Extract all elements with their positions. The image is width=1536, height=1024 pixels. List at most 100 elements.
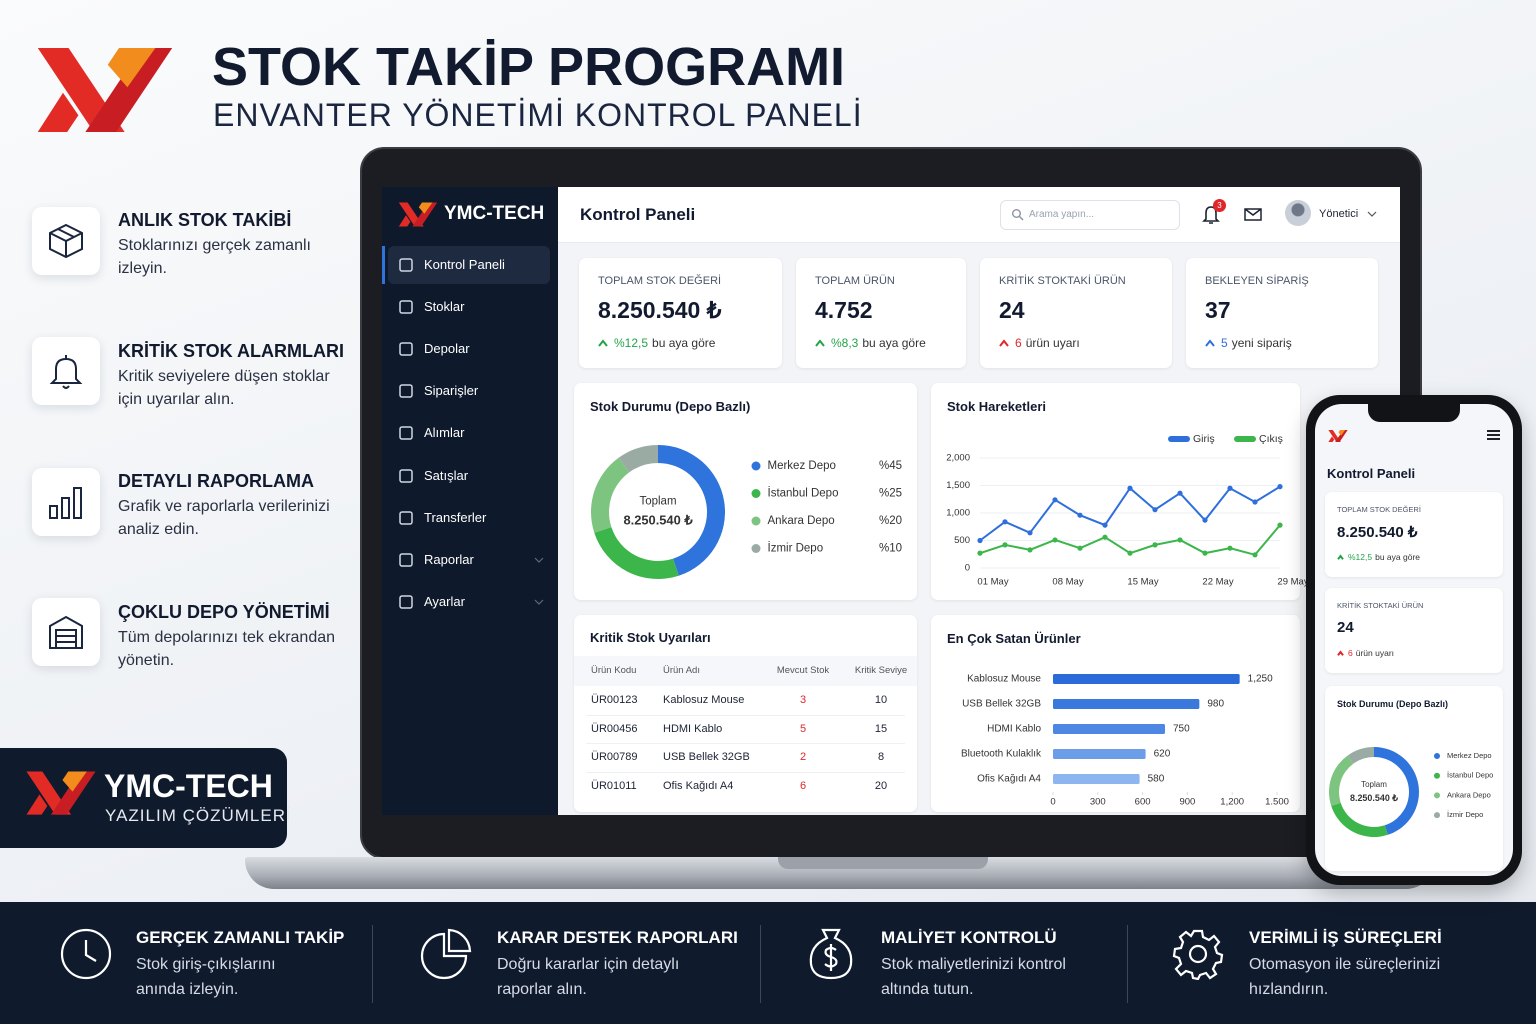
series-point — [977, 550, 983, 556]
benefit-text: raporlar alın. — [497, 981, 587, 998]
row-divider — [586, 772, 905, 774]
bar — [1053, 674, 1240, 684]
y-tick-label: 1,000 — [946, 508, 970, 519]
footer-band — [0, 902, 1536, 1024]
row-divider — [586, 714, 905, 716]
search-box[interactable] — [1000, 200, 1180, 230]
legend-dot — [1434, 753, 1440, 759]
phone-heading: Kontrol Paneli — [1327, 466, 1416, 481]
x-tick-label: 22 May — [1202, 577, 1233, 588]
arrow-icon — [1205, 339, 1215, 347]
menu-item[interactable]: Transferler — [424, 509, 487, 525]
box-icon — [49, 223, 83, 259]
feature-text: Stoklarınızı gerçek zamanlı — [118, 237, 311, 254]
category-label: Bluetooth Kulaklık — [961, 749, 1042, 760]
y-tick-label: 500 — [954, 535, 970, 546]
page-subtitle: ENVANTER YÖNETİMİ KONTROL PANELİ — [213, 97, 863, 133]
x-tick-label: 300 — [1090, 797, 1106, 808]
legend-label: İstanbul Depo — [768, 487, 839, 500]
bell-icon — [1202, 206, 1220, 224]
row-divider — [586, 743, 905, 745]
table-cell: 20 — [874, 780, 888, 793]
logo — [25, 770, 97, 816]
category-label: Ofis Kağıdı A4 — [977, 774, 1041, 785]
chart-title: Stok Hareketleri — [947, 399, 1046, 414]
series-point — [1152, 542, 1158, 548]
phone-notch — [1368, 404, 1460, 422]
kpi-change: %12,5 — [1348, 552, 1373, 562]
menu-item[interactable]: Kontrol Paneli — [424, 257, 505, 272]
chevron — [1367, 211, 1377, 217]
feature-text: analiz edin. — [118, 521, 199, 538]
series-point — [1252, 499, 1258, 505]
card: BEKLEYEN SİPARİŞ 37 5 yeni sipariş — [1186, 258, 1378, 368]
card: TOPLAM STOK DEĞERİ 8.250.540 ₺ %12,5 bu aya… — [1325, 492, 1503, 577]
menu-item[interactable]: Alımlar — [424, 425, 465, 441]
menu-icon-shape — [399, 595, 413, 609]
card: KRİTİK STOKTAKİ ÜRÜN 24 6 ürün uyarı — [980, 258, 1172, 368]
user-name[interactable]: Yönetici — [1319, 208, 1359, 220]
center-value: 8.250.540 ₺ — [623, 513, 693, 528]
benefit-text: anında izleyin. — [136, 981, 239, 998]
phone-screen: Kontrol Paneli TOPLAM STOK DEĞERİ 8.250.54… — [1315, 404, 1513, 876]
menu-item[interactable]: Siparişler — [424, 383, 479, 399]
kpi-change: 5 — [1221, 336, 1228, 350]
benefit-text: Doğru kararlar için detaylı — [497, 956, 680, 973]
series-point — [1277, 522, 1283, 528]
gear-icon — [1172, 929, 1224, 980]
kpi-change-row: %8,3 bu aya göre — [831, 336, 926, 350]
menu-icon — [399, 552, 413, 567]
menu-item[interactable]: Ayarlar — [424, 593, 465, 609]
menu-icon — [399, 468, 413, 483]
series-point — [1077, 512, 1083, 518]
menu-icon-shape — [399, 552, 413, 567]
card: En Çok Satan Ürünler 0 300 600 900 1,200 1.500… — [931, 615, 1300, 812]
kpi-note: ürün uyarı — [1355, 648, 1395, 658]
bell-icon — [49, 355, 83, 389]
feature-title: DETAYLI RAPORLAMA — [118, 471, 315, 491]
card: TOPLAM ÜRÜN 4.752 %8,3 bu aya göre — [796, 258, 966, 368]
table-cell: 2 — [799, 751, 807, 764]
series-point — [1277, 484, 1283, 490]
arrow — [1337, 650, 1344, 656]
chart-icon — [49, 487, 82, 519]
menu-item[interactable]: Depolar — [424, 341, 470, 357]
value-label: %25 — [879, 488, 902, 500]
app-brand: YMC-TECH — [444, 203, 545, 224]
table-cell: 10 — [874, 694, 888, 706]
table-cell: ÜR01011 — [591, 780, 637, 793]
series-point — [1027, 530, 1033, 536]
kpi-change: %12,5 — [614, 336, 649, 350]
phone-menu[interactable] — [1487, 430, 1500, 440]
benefit-title: GERÇEK ZAMANLI TAKİP — [136, 928, 345, 947]
donut-segment — [594, 527, 679, 579]
legend-label: Giriş — [1193, 433, 1215, 445]
arrow — [598, 339, 608, 347]
card: Stok Durumu (Depo Bazlı) Merkez Depo %45 İs… — [574, 383, 917, 600]
logo — [1328, 429, 1348, 443]
menu-icon-shape — [399, 510, 413, 525]
menu-icon-shape — [399, 342, 413, 356]
donut-segment — [591, 457, 630, 533]
menu-item[interactable]: Raporlar — [424, 551, 474, 567]
chart: Merkez Depo %45 İstanbul Depo %25 Ankara Dep… — [591, 445, 902, 579]
kpi-value: 8.250.540 ₺ — [1337, 524, 1418, 541]
kpi-change: %8,3 — [831, 336, 859, 350]
table-cell: 15 — [874, 722, 888, 735]
legend-label: Merkez Depo — [768, 460, 836, 472]
kpi-note: bu aya göre — [1375, 552, 1421, 562]
menu-item[interactable]: Stoklar — [424, 299, 465, 315]
category-label: HDMI Kablo — [987, 724, 1041, 735]
series-point — [1052, 497, 1058, 503]
card: Stok Hareketleri 0 500 1,000 1,500 2,000 01 Ma… — [931, 383, 1309, 600]
menu-active — [388, 246, 550, 284]
arrow — [1205, 339, 1215, 347]
value-label: %20 — [879, 515, 902, 527]
menu-item[interactable]: Satışlar — [424, 467, 469, 483]
handle — [1019, 216, 1024, 221]
menu-icon — [399, 595, 413, 609]
legend-dot — [751, 544, 761, 553]
sidebar — [382, 187, 558, 815]
kpi-label: TOPLAM STOK DEĞERİ — [1337, 505, 1421, 514]
kpi-change: 6 — [1348, 648, 1353, 658]
